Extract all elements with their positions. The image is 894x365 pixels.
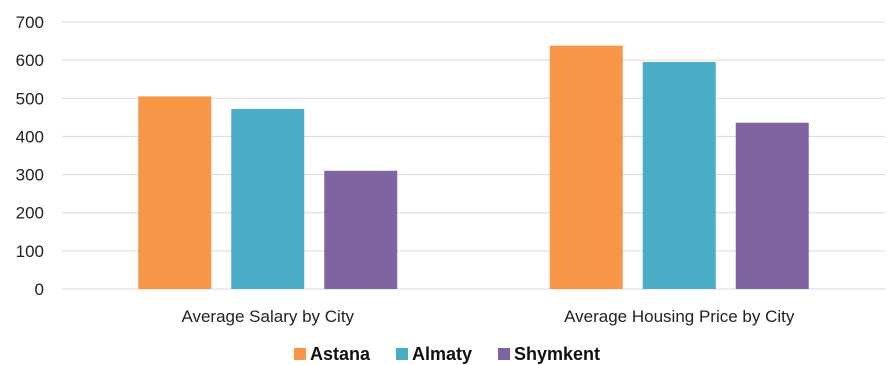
y-tick-label: 200: [16, 204, 44, 223]
y-tick-label: 500: [16, 89, 44, 108]
legend-item-almaty: Almaty: [395, 344, 472, 364]
bar-astana-2: [549, 45, 623, 289]
bar-shymkent-1: [324, 170, 398, 289]
legend-label: Astana: [310, 344, 371, 364]
x-axis-category-labels: Average Salary by City Average Housing Pr…: [181, 307, 794, 326]
legend-swatch: [293, 348, 306, 360]
y-tick-label: 300: [16, 166, 44, 185]
bars: [138, 45, 809, 289]
x-category-label: Average Housing Price by City: [564, 307, 795, 326]
y-tick-label: 0: [35, 280, 44, 299]
legend-swatch: [498, 348, 511, 360]
y-tick-label: 600: [16, 51, 44, 70]
bar-almaty-2: [642, 62, 716, 289]
legend-label: Almaty: [412, 344, 472, 364]
y-axis-tick-labels: 0 100 200 300 400 500 600 700: [16, 13, 44, 299]
x-category-label: Average Salary by City: [181, 307, 354, 326]
legend-label: Shymkent: [514, 344, 600, 364]
legend-item-shymkent: Shymkent: [498, 344, 600, 364]
bar-shymkent-2: [735, 122, 809, 289]
legend-item-astana: Astana: [293, 344, 371, 364]
bar-astana-1: [138, 96, 212, 289]
y-tick-label: 400: [16, 127, 44, 146]
y-tick-label: 100: [16, 242, 44, 261]
bar-almaty-1: [231, 108, 305, 289]
legend: Astana Almaty Shymkent: [293, 344, 600, 364]
legend-swatch: [395, 348, 408, 360]
y-tick-label: 700: [16, 13, 44, 32]
